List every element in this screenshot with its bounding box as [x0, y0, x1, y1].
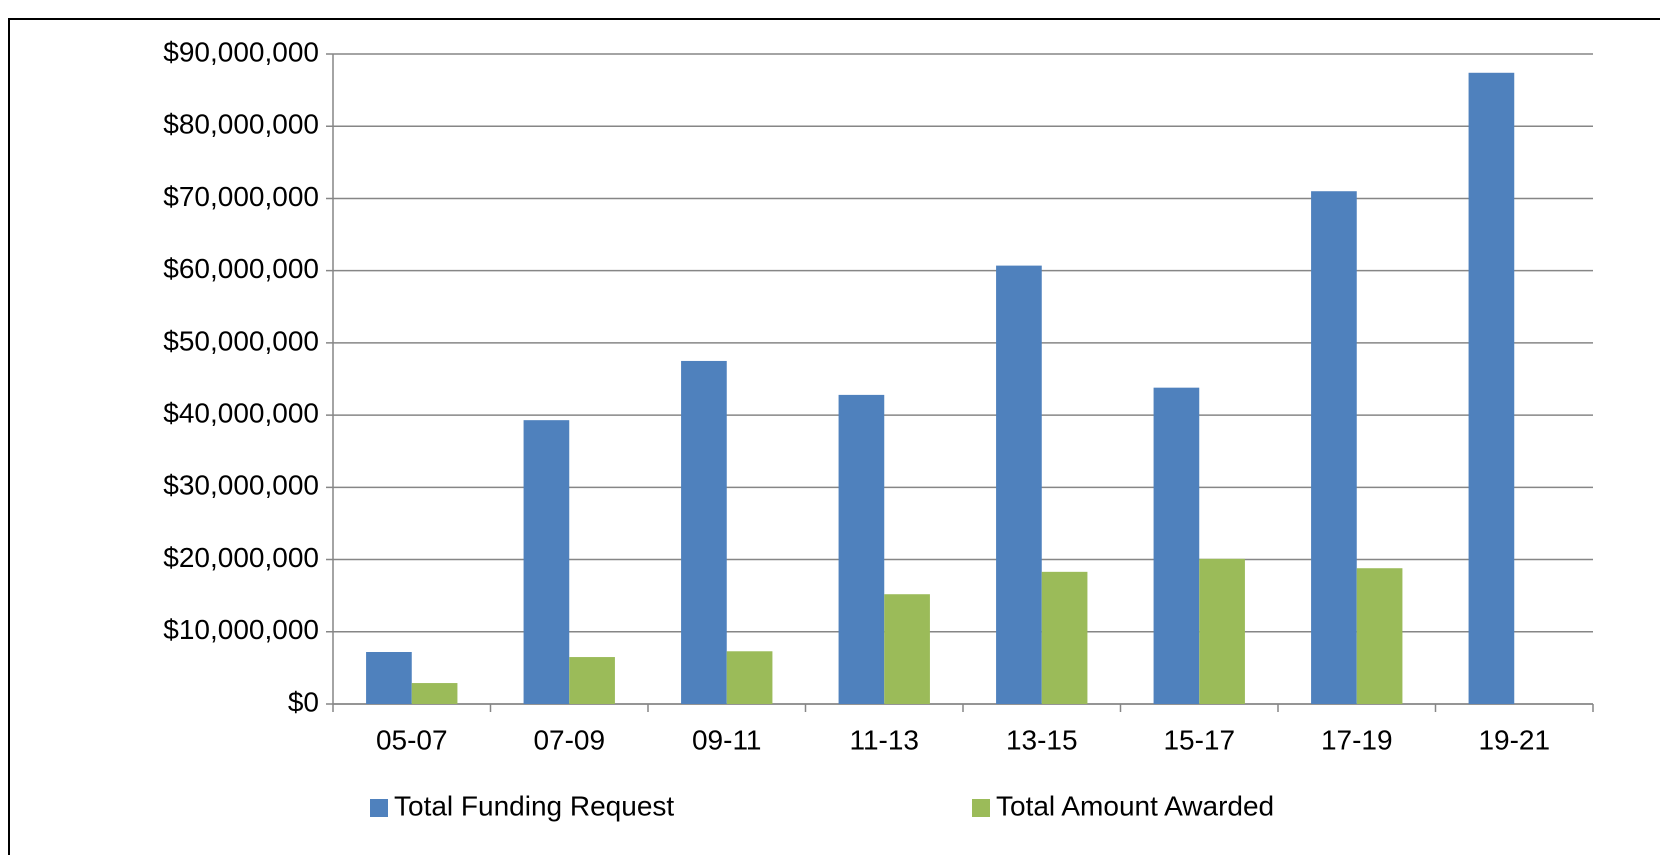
- y-tick-label: $40,000,000: [163, 398, 319, 429]
- bar: [996, 265, 1042, 704]
- y-tick-label: $20,000,000: [163, 542, 319, 573]
- x-tick-label: 19-21: [1478, 724, 1550, 755]
- x-tick-label: 15-17: [1163, 724, 1235, 755]
- x-tick-label: 17-19: [1321, 724, 1393, 755]
- x-tick-label: 13-15: [1006, 724, 1078, 755]
- y-tick-label: $90,000,000: [163, 36, 319, 67]
- legend-swatch: [370, 799, 388, 817]
- y-tick-label: $70,000,000: [163, 181, 319, 212]
- bar: [523, 420, 570, 704]
- x-tick-label: 07-09: [533, 724, 605, 755]
- bar: [726, 651, 773, 704]
- bar: [681, 360, 727, 704]
- y-tick-label: $10,000,000: [163, 614, 319, 645]
- legend-swatch: [972, 799, 990, 817]
- legend-label: Total Amount Awarded: [996, 790, 1274, 821]
- chart-frame: [8, 18, 1660, 855]
- bar: [838, 394, 885, 704]
- y-tick-label: $60,000,000: [163, 253, 319, 284]
- bar: [1041, 571, 1088, 704]
- legend-label: Total Funding Request: [394, 790, 674, 821]
- bar: [884, 594, 930, 704]
- bar: [1356, 568, 1403, 704]
- bar: [411, 683, 458, 704]
- bar: [1199, 558, 1245, 704]
- bar: [1468, 72, 1515, 705]
- y-tick-label: $50,000,000: [163, 325, 319, 356]
- bar: [366, 652, 412, 704]
- y-tick-label: $80,000,000: [163, 109, 319, 140]
- bar: [1153, 387, 1200, 704]
- x-tick-label: 05-07: [376, 724, 448, 755]
- bar: [569, 657, 615, 704]
- bar: [1311, 191, 1357, 704]
- x-tick-label: 09-11: [692, 724, 762, 755]
- y-tick-label: $30,000,000: [163, 470, 319, 501]
- y-tick-label: $0: [288, 686, 319, 717]
- x-tick-label: 11-13: [849, 724, 919, 755]
